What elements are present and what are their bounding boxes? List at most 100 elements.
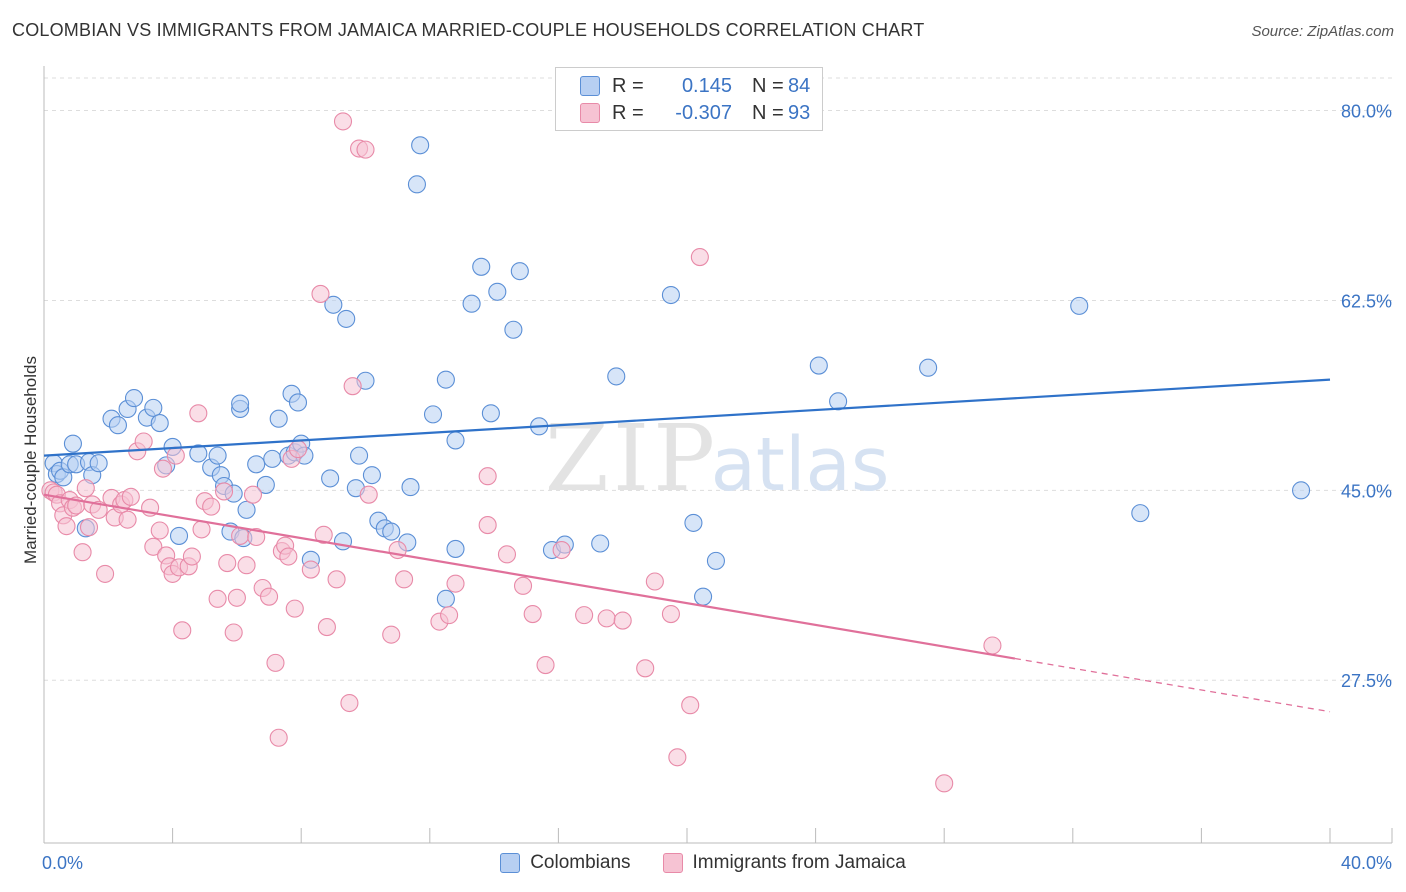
legend-swatch-pink [662, 853, 683, 873]
jamaica-point [301, 560, 320, 579]
colombians-point [288, 393, 308, 412]
series-legend: Colombians Immigrants from Jamaica [0, 852, 1406, 874]
colombians-point [231, 394, 250, 413]
axis-layer [43, 66, 1393, 844]
jamaica-point [247, 527, 266, 547]
jamaica-point [478, 467, 497, 486]
grid-layer [44, 77, 1392, 681]
colombians-point [446, 431, 465, 450]
colombians-trendline [43, 378, 1331, 457]
legend-r-value: 0.145 [681, 74, 732, 97]
legend-n-label: N = [752, 74, 784, 97]
colombians-point [472, 257, 491, 276]
jamaica-point [259, 587, 279, 606]
colombians-point [1292, 481, 1311, 500]
y-tick-label: 27.5% [1341, 671, 1392, 691]
jamaica-point [173, 621, 192, 640]
jamaica-point [446, 574, 465, 593]
colombians-point [324, 295, 343, 314]
legend-n-label: N = [752, 101, 784, 124]
y-tick-label: 62.5% [1341, 291, 1392, 311]
jamaica-point [478, 516, 497, 535]
colombians-point [382, 522, 401, 541]
legend-r-label: R = [612, 101, 644, 124]
jamaica-point [73, 543, 92, 562]
colombians-point [436, 370, 455, 389]
jamaica-point [314, 525, 333, 544]
jamaica-point [237, 556, 256, 575]
legend-row-jamaica: R = -0.307 N = 93 [580, 101, 810, 125]
legend-swatch-blue [580, 76, 600, 96]
jamaica-point [311, 284, 330, 303]
legend-item-colombians: Colombians [500, 852, 631, 874]
jamaica-point [269, 728, 288, 747]
colombians-point [144, 398, 163, 417]
jamaica-point [218, 553, 237, 573]
colombians-point [150, 414, 169, 433]
legend-swatch-pink [580, 103, 600, 123]
colombians-point [169, 526, 189, 545]
colombians-point [189, 444, 208, 463]
colombians-point [488, 282, 507, 301]
jamaica-point [552, 540, 571, 560]
jamaica-point [333, 112, 353, 131]
colombians-point [89, 454, 108, 473]
jamaica-point [935, 774, 954, 793]
y-tick-label: 45.0% [1341, 481, 1392, 501]
correlation-legend: R = 0.145 N = 84 R = -0.307 N = 93 [555, 67, 823, 131]
jamaica-point [288, 440, 308, 459]
jamaica-point [121, 487, 140, 506]
jamaica-point [208, 589, 227, 608]
y-axis-label: Married-couple Households [21, 356, 40, 564]
jamaica-point [153, 459, 173, 478]
colombians-point [407, 175, 426, 194]
jamaica-point [134, 432, 153, 451]
label-layer: 27.5% 45.0% 62.5% 80.0% 0.0% 40.0% Married-cou… [21, 102, 1392, 873]
colombians-point [63, 434, 82, 453]
colombians-point [411, 136, 430, 155]
jamaica-point [76, 479, 95, 498]
jamaica-point [279, 547, 298, 566]
legend-label-colombians: Colombians [530, 852, 631, 873]
chart-title: COLOMBIAN VS IMMIGRANTS FROM JAMAICA MAR… [12, 20, 925, 40]
x-tick-label: 40.0% [1341, 853, 1392, 873]
jamaica-trendline [43, 493, 1016, 660]
legend-row-colombians: R = 0.145 N = 84 [580, 74, 810, 98]
colombians-point [333, 532, 353, 551]
jamaica-trendline-extension [1014, 657, 1331, 713]
colombians-point [337, 309, 356, 328]
y-tick-label: 80.0% [1341, 102, 1392, 122]
colombians-point [446, 539, 465, 558]
colombians-point [237, 500, 256, 519]
legend-item-jamaica: Immigrants from Jamaica [662, 852, 906, 874]
jamaica-point [150, 521, 169, 540]
legend-r-value: -0.307 [675, 101, 732, 124]
jamaica-point [359, 485, 378, 504]
colombians-point [694, 587, 713, 606]
colombians-point [423, 405, 443, 424]
colombians-point [321, 469, 340, 488]
jamaica-point [536, 655, 555, 675]
jamaica-point [189, 404, 208, 423]
jamaica-point [497, 545, 517, 564]
jamaica-point [202, 497, 221, 516]
colombians-point [124, 389, 144, 408]
colombians-point [256, 475, 275, 494]
jamaica-point [645, 572, 664, 591]
legend-r-label: R = [612, 74, 644, 97]
jamaica-point [192, 520, 211, 539]
jamaica-point [382, 625, 401, 644]
colombians-point [108, 416, 127, 435]
colombians-point [829, 392, 848, 411]
colombians-point [462, 294, 481, 313]
colombians-point [591, 534, 610, 553]
colombians-point [809, 356, 828, 375]
points-layer [41, 112, 1311, 793]
jamaica-point [227, 588, 246, 607]
colombians-point [1131, 504, 1150, 523]
jamaica-point [597, 609, 616, 628]
jamaica-point [79, 518, 99, 537]
jamaica-point [182, 547, 201, 566]
jamaica-point [231, 526, 250, 545]
colombians-point [504, 320, 523, 339]
